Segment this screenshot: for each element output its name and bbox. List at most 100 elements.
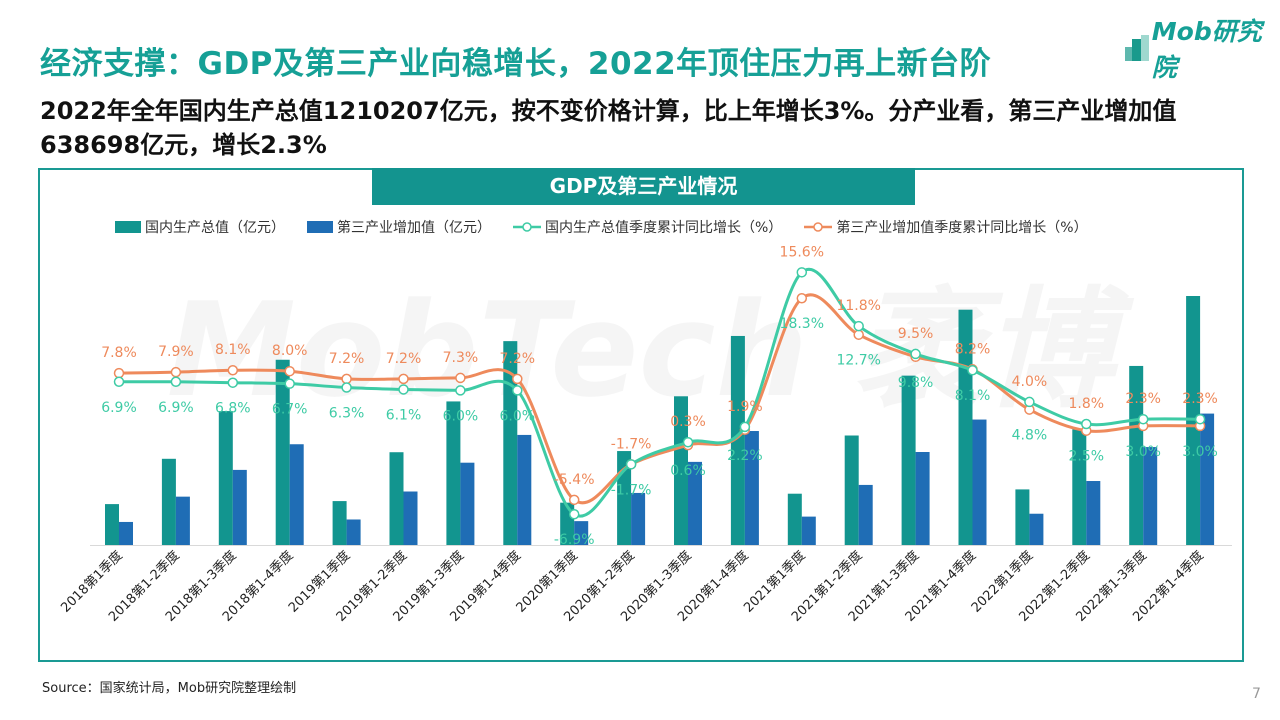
legend-label: 国内生产总值（亿元） xyxy=(145,220,285,236)
point-gdp-growth xyxy=(1081,418,1092,430)
bar-gdp xyxy=(218,411,233,545)
bar-gdp xyxy=(844,435,859,545)
data-label-gdp-growth: 6.7% xyxy=(272,402,308,418)
legend-item-tertiary: 第三产业增加值（亿元） xyxy=(307,217,491,237)
point-gdp-growth xyxy=(1024,396,1035,408)
bar-gdp xyxy=(446,401,461,545)
data-label-tertiary-growth: 7.2% xyxy=(386,351,422,367)
data-label-tertiary-growth: 1.8% xyxy=(1069,396,1105,412)
data-label-gdp-growth: 8.1% xyxy=(955,388,991,404)
point-gdp-growth xyxy=(113,376,125,388)
point-gdp-growth xyxy=(398,384,409,395)
bar-tertiary xyxy=(858,484,873,545)
data-label-tertiary-growth: 15.6% xyxy=(780,244,824,260)
bar-gdp xyxy=(1129,365,1144,545)
bar-gdp xyxy=(1015,489,1030,545)
point-gdp-growth xyxy=(739,421,751,433)
point-gdp-growth xyxy=(910,348,921,360)
bar-tertiary xyxy=(1086,481,1101,545)
data-label-gdp-growth: 3.0% xyxy=(1125,444,1161,460)
point-tertiary-growth xyxy=(568,494,580,506)
bar-tertiary xyxy=(1200,413,1215,545)
data-label-gdp-growth: 6.1% xyxy=(386,407,422,423)
point-gdp-growth xyxy=(284,378,295,389)
bar-tertiary xyxy=(1029,513,1044,545)
point-gdp-growth xyxy=(796,267,808,278)
logo-mark-icon xyxy=(1125,35,1149,61)
bar-tertiary xyxy=(517,434,532,545)
data-label-tertiary-growth: 7.9% xyxy=(158,344,194,360)
point-gdp-growth xyxy=(512,385,523,396)
legend-item-gdp: 国内生产总值（亿元） xyxy=(115,217,285,237)
point-gdp-growth xyxy=(568,508,580,520)
point-gdp-growth xyxy=(1137,413,1149,425)
point-tertiary-growth xyxy=(455,372,466,384)
data-label-tertiary-growth: 4.0% xyxy=(1012,374,1048,390)
bar-tertiary xyxy=(972,419,987,545)
bar-tertiary xyxy=(460,462,475,545)
point-tertiary-growth xyxy=(796,292,808,304)
page-subtitle: 2022年全年国内生产总值1210207亿元，按不变价格计算，比上年增长3%。分… xyxy=(40,97,1177,159)
legend-swatch xyxy=(115,221,141,233)
legend-label: 国内生产总值季度累计同比增长（%） xyxy=(545,220,783,236)
data-label-tertiary-growth: 7.2% xyxy=(329,351,365,367)
data-label-gdp-growth: 6.0% xyxy=(443,408,479,424)
bar-tertiary xyxy=(403,491,418,545)
data-label-tertiary-growth: 2.3% xyxy=(1182,391,1218,407)
legend-swatch xyxy=(307,221,333,233)
bar-gdp xyxy=(161,458,176,545)
data-label-tertiary-growth: 8.1% xyxy=(215,342,251,358)
point-tertiary-growth xyxy=(284,365,295,377)
data-label-tertiary-growth: 9.5% xyxy=(898,326,934,342)
data-label-tertiary-growth: 0.3% xyxy=(670,414,706,430)
data-label-tertiary-growth: 1.9% xyxy=(727,399,763,415)
data-label-tertiary-growth: 7.2% xyxy=(500,351,536,367)
line-gdp-growth xyxy=(118,267,1201,518)
point-tertiary-growth xyxy=(113,367,125,379)
legend-item-tertiary-growth: 第三产业增加值季度累计同比增长（%） xyxy=(804,217,1088,237)
data-label-gdp-growth: 12.7% xyxy=(836,353,880,369)
point-gdp-growth xyxy=(682,436,694,448)
legend-line-marker-icon xyxy=(513,222,541,232)
bar-gdp xyxy=(787,493,802,545)
bar-tertiary xyxy=(801,516,816,545)
logo-text: Mob研究院 xyxy=(1151,17,1262,82)
bar-gdp xyxy=(674,396,688,545)
source-note: Source：国家统计局，Mob研究院整理绘制 xyxy=(42,681,297,696)
bar-tertiary xyxy=(744,431,759,545)
data-label-tertiary-growth: 11.8% xyxy=(836,298,880,314)
bar-gdp xyxy=(275,359,290,545)
chart-legend: 国内生产总值（亿元） 第三产业增加值（亿元） 国内生产总值季度累计同比增长（%）… xyxy=(115,217,1088,237)
point-tertiary-growth xyxy=(853,329,864,340)
bar-tertiary xyxy=(688,461,702,545)
point-gdp-growth xyxy=(853,320,864,332)
bar-gdp xyxy=(901,375,916,545)
data-label-gdp-growth: 9.8% xyxy=(898,375,934,391)
bar-tertiary xyxy=(232,469,247,545)
data-label-gdp-growth: -6.9% xyxy=(554,532,595,548)
data-label-gdp-growth: 2.5% xyxy=(1069,449,1105,465)
data-label-tertiary-growth: 8.2% xyxy=(955,341,991,357)
logo: Mob研究院 xyxy=(1125,12,1280,84)
point-gdp-growth xyxy=(967,364,978,376)
page-title: 经济支撑：GDP及第三产业向稳增长，2022年顶住压力再上新台阶 xyxy=(40,46,992,82)
chart-title: GDP及第三产业情况 xyxy=(372,168,915,205)
data-label-gdp-growth: 4.8% xyxy=(1012,428,1048,444)
bar-tertiary xyxy=(915,452,930,545)
bar-tertiary xyxy=(631,492,646,545)
data-label-gdp-growth: -1.7% xyxy=(611,482,652,498)
bar-tertiary xyxy=(574,521,589,545)
point-tertiary-growth xyxy=(398,373,409,385)
legend-label: 第三产业增加值季度累计同比增长（%） xyxy=(836,220,1088,236)
page-number: 7 xyxy=(1252,686,1261,702)
point-gdp-growth xyxy=(455,385,466,396)
point-gdp-growth xyxy=(341,382,352,393)
point-gdp-growth xyxy=(227,377,239,388)
point-gdp-growth xyxy=(625,459,637,470)
point-tertiary-growth xyxy=(227,364,239,376)
data-label-gdp-growth: 3.0% xyxy=(1182,444,1218,460)
data-label-gdp-growth: 2.2% xyxy=(727,448,763,464)
data-label-tertiary-growth: -5.4% xyxy=(554,472,595,488)
data-label-gdp-growth: 6.9% xyxy=(101,400,137,416)
